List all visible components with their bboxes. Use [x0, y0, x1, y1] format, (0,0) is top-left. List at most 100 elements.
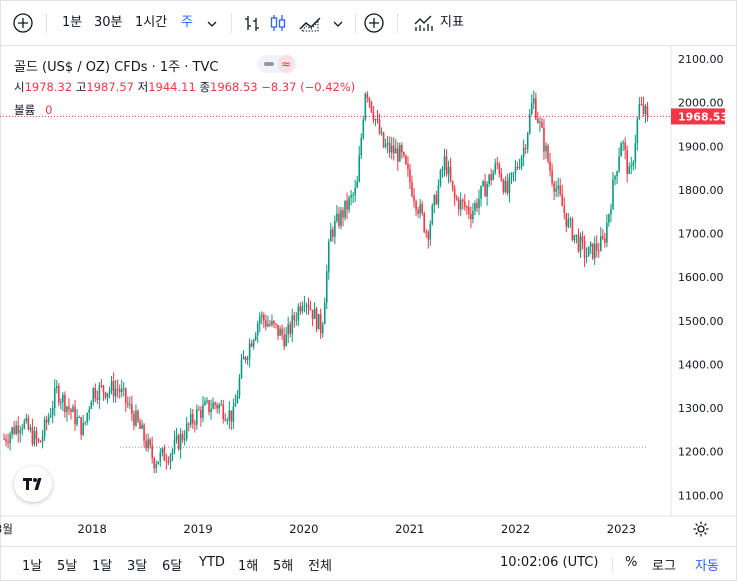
percent-toggle[interactable]: % [625, 555, 638, 570]
candle-down [421, 204, 423, 213]
log-toggle[interactable]: 로그 [652, 559, 676, 574]
candle-up [482, 181, 484, 186]
candle-down [463, 201, 466, 207]
range-1y-button[interactable]: 1해 [238, 559, 259, 574]
interval-1h-button[interactable]: 1시간 [135, 15, 168, 30]
candle-up [433, 194, 436, 206]
candle-down [5, 438, 7, 442]
candle-up [21, 428, 24, 430]
candle-down [368, 97, 371, 102]
legend-toggle[interactable]: ≈ [257, 55, 297, 73]
candle-up [593, 243, 596, 259]
candle-up [51, 408, 54, 416]
candle-up [49, 415, 52, 418]
candle-up [135, 410, 137, 426]
candle-down [415, 201, 417, 210]
candle-down [417, 209, 419, 214]
candle-down [490, 174, 492, 181]
interval-1m-button[interactable]: 1분 [62, 15, 83, 30]
chevron-down-icon[interactable] [204, 12, 220, 34]
candle-up [295, 319, 298, 321]
candle-up [84, 421, 86, 424]
candle-up [443, 156, 446, 170]
range-1m-button[interactable]: 1달 [92, 559, 113, 574]
range-3m-button[interactable]: 3달 [127, 559, 148, 574]
x-tick-label: 3월 [0, 522, 13, 536]
candle-up [325, 271, 328, 303]
price-chart[interactable]: 2100.00 2000.00 1900.00 1800.00 1700.00 1600.… [0, 46, 737, 546]
candle-up [545, 145, 547, 152]
y-tick-label: 1400.00 [678, 358, 724, 371]
candle-up [522, 148, 525, 157]
range-1d-button[interactable]: 1날 [22, 559, 43, 574]
clock-timezone-button[interactable]: 10:02:06 (UTC) [500, 555, 599, 570]
candle-down [466, 206, 468, 208]
top-toolbar: 1분 30분 1시간 주 지표 [0, 0, 737, 46]
candle-up [204, 401, 206, 405]
candle-down [181, 433, 184, 440]
x-tick-label: 2020 [289, 522, 318, 536]
toolbar-divider [397, 13, 398, 33]
candle-up [362, 119, 365, 138]
tradingview-logo[interactable] [14, 466, 52, 502]
close-label: 종 [199, 80, 211, 94]
candle-down [366, 93, 369, 98]
candle-up [358, 155, 361, 182]
candle-up [480, 185, 482, 199]
indicators-icon[interactable] [412, 12, 434, 34]
candle-up [141, 424, 143, 429]
candle-down [177, 435, 180, 450]
indicators-button[interactable]: 지표 [440, 15, 464, 30]
candle-down [145, 440, 147, 449]
interval-week-button[interactable]: 주 [181, 15, 193, 30]
candle-down [68, 406, 70, 410]
candle-up [486, 183, 488, 197]
bars-icon[interactable] [241, 12, 263, 34]
area-icon[interactable] [298, 12, 324, 34]
candle-up [234, 402, 237, 407]
compare-plus-icon[interactable] [363, 12, 385, 34]
y-tick-label: 1700.00 [678, 228, 724, 241]
candle-down [405, 155, 407, 165]
candle-down [3, 438, 5, 440]
candle-up [55, 386, 58, 389]
candle-up [271, 320, 273, 325]
candle-up [644, 106, 647, 115]
candle-down [112, 381, 115, 397]
candle-down [577, 234, 580, 252]
range-all-button[interactable]: 전체 [308, 559, 332, 574]
gear-icon[interactable] [692, 520, 710, 538]
candle-down [541, 121, 543, 128]
candle-down [216, 404, 218, 409]
candle-down [388, 142, 391, 153]
candles-icon[interactable] [267, 12, 289, 34]
candle-up [488, 174, 490, 184]
candle-up [185, 423, 188, 439]
candle-up [129, 404, 131, 406]
candle-up [256, 323, 259, 336]
candle-down [457, 199, 460, 210]
chevron-down-icon[interactable] [330, 12, 346, 34]
candle-down [293, 315, 296, 321]
candle-up [19, 429, 22, 434]
candle-up [92, 388, 95, 402]
range-ytd-button[interactable]: YTD [199, 555, 225, 570]
candle-down [222, 404, 225, 420]
candle-up [390, 145, 393, 153]
candle-down [476, 203, 478, 209]
range-5y-button[interactable]: 5해 [273, 559, 294, 574]
auto-toggle[interactable]: 자동 [695, 559, 719, 574]
interval-30m-button[interactable]: 30분 [94, 15, 123, 30]
range-6m-button[interactable]: 6달 [162, 559, 183, 574]
candle-down [102, 385, 105, 393]
candle-down [559, 185, 561, 195]
plus-circle-icon[interactable] [12, 12, 34, 34]
candle-down [265, 320, 267, 327]
symbol-title[interactable]: 골드 (US$ / OZ) CFDs · 1주 · TVC [14, 60, 219, 75]
candle-down [502, 180, 505, 192]
candle-up [494, 163, 497, 173]
candle-down [646, 106, 649, 117]
range-5d-button[interactable]: 5날 [57, 559, 78, 574]
candle-down [604, 238, 606, 243]
candle-up [399, 145, 401, 162]
